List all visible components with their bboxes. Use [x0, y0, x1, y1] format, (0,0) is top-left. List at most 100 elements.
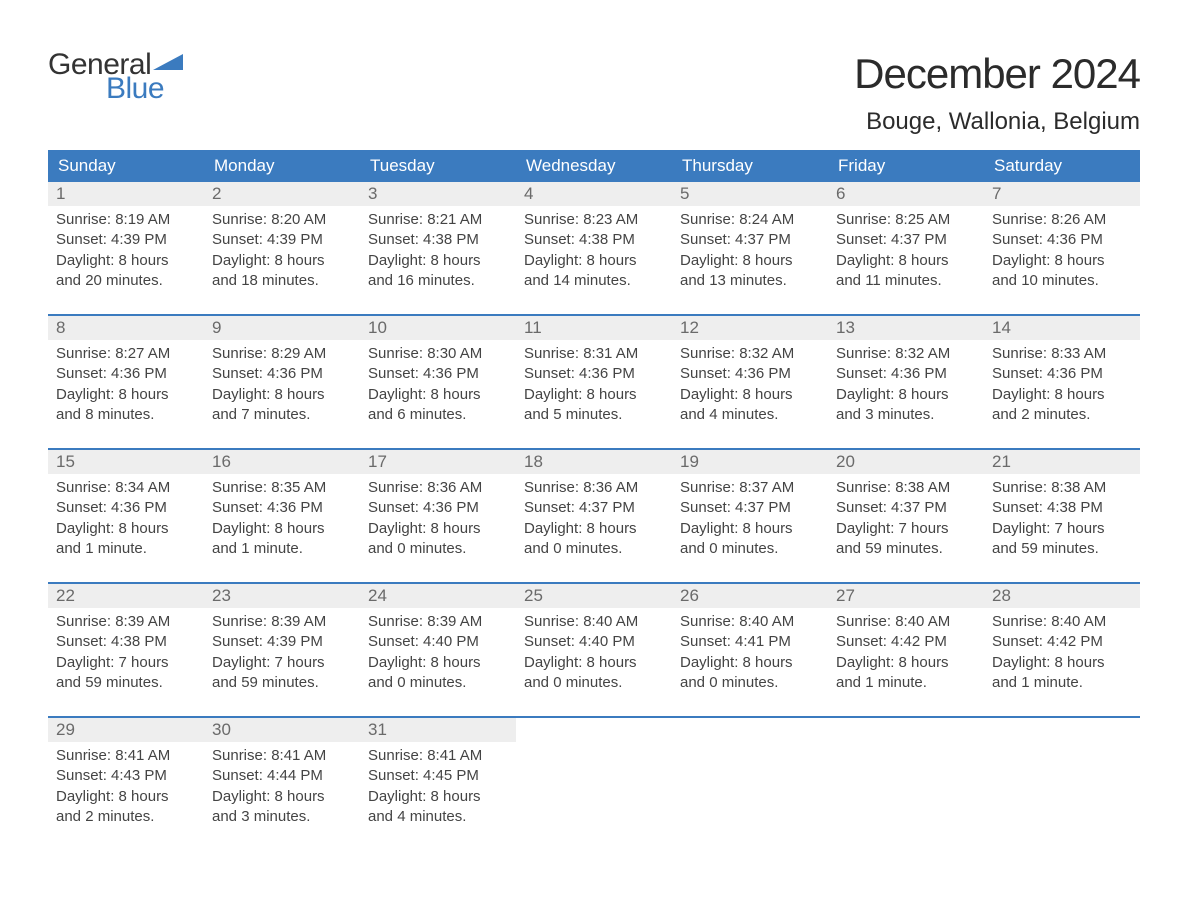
day-line-d2: and 3 minutes.: [212, 807, 352, 827]
day-body: Sunrise: 8:25 AMSunset: 4:37 PMDaylight:…: [828, 206, 984, 297]
day-body: Sunrise: 8:32 AMSunset: 4:36 PMDaylight:…: [672, 340, 828, 431]
day-cell: 11Sunrise: 8:31 AMSunset: 4:36 PMDayligh…: [516, 316, 672, 434]
day-line-ss: Sunset: 4:36 PM: [56, 364, 196, 384]
day-cell: 31Sunrise: 8:41 AMSunset: 4:45 PMDayligh…: [360, 718, 516, 836]
day-line-d1: Daylight: 8 hours: [368, 385, 508, 405]
day-line-d1: Daylight: 8 hours: [212, 251, 352, 271]
day-line-ss: Sunset: 4:38 PM: [368, 230, 508, 250]
day-line-d2: and 6 minutes.: [368, 405, 508, 425]
day-number: 10: [360, 316, 516, 340]
day-line-ss: Sunset: 4:36 PM: [368, 498, 508, 518]
day-line-d1: Daylight: 7 hours: [836, 519, 976, 539]
day-body: Sunrise: 8:29 AMSunset: 4:36 PMDaylight:…: [204, 340, 360, 431]
day-line-sr: Sunrise: 8:41 AM: [368, 746, 508, 766]
day-body: Sunrise: 8:36 AMSunset: 4:36 PMDaylight:…: [360, 474, 516, 565]
day-line-ss: Sunset: 4:38 PM: [524, 230, 664, 250]
day-line-d1: Daylight: 8 hours: [56, 519, 196, 539]
day-line-sr: Sunrise: 8:31 AM: [524, 344, 664, 364]
day-number: 17: [360, 450, 516, 474]
day-line-d2: and 8 minutes.: [56, 405, 196, 425]
day-line-ss: Sunset: 4:43 PM: [56, 766, 196, 786]
day-cell: [672, 718, 828, 836]
day-number: 8: [48, 316, 204, 340]
day-line-d2: and 11 minutes.: [836, 271, 976, 291]
dayname-sun: Sunday: [48, 150, 204, 182]
day-cell: 23Sunrise: 8:39 AMSunset: 4:39 PMDayligh…: [204, 584, 360, 702]
day-line-ss: Sunset: 4:36 PM: [836, 364, 976, 384]
day-line-d2: and 0 minutes.: [368, 673, 508, 693]
week-row: 8Sunrise: 8:27 AMSunset: 4:36 PMDaylight…: [48, 314, 1140, 434]
title-block: December 2024 Bouge, Wallonia, Belgium: [854, 50, 1140, 136]
day-line-d2: and 5 minutes.: [524, 405, 664, 425]
day-cell: 14Sunrise: 8:33 AMSunset: 4:36 PMDayligh…: [984, 316, 1140, 434]
day-number: 3: [360, 182, 516, 206]
day-line-sr: Sunrise: 8:37 AM: [680, 478, 820, 498]
day-line-d2: and 59 minutes.: [836, 539, 976, 559]
day-number: 2: [204, 182, 360, 206]
day-line-d2: and 4 minutes.: [680, 405, 820, 425]
day-line-d2: and 16 minutes.: [368, 271, 508, 291]
day-line-ss: Sunset: 4:36 PM: [680, 364, 820, 384]
day-line-ss: Sunset: 4:36 PM: [368, 364, 508, 384]
day-body: Sunrise: 8:39 AMSunset: 4:40 PMDaylight:…: [360, 608, 516, 699]
day-line-sr: Sunrise: 8:39 AM: [368, 612, 508, 632]
day-number: 13: [828, 316, 984, 340]
day-line-d1: Daylight: 8 hours: [212, 385, 352, 405]
header: General Blue December 2024 Bouge, Wallon…: [48, 50, 1140, 136]
day-number: 30: [204, 718, 360, 742]
day-line-sr: Sunrise: 8:33 AM: [992, 344, 1132, 364]
day-cell: 24Sunrise: 8:39 AMSunset: 4:40 PMDayligh…: [360, 584, 516, 702]
day-line-d2: and 2 minutes.: [56, 807, 196, 827]
day-line-d1: Daylight: 8 hours: [992, 653, 1132, 673]
day-number: 31: [360, 718, 516, 742]
day-body: Sunrise: 8:34 AMSunset: 4:36 PMDaylight:…: [48, 474, 204, 565]
day-line-sr: Sunrise: 8:32 AM: [680, 344, 820, 364]
day-line-d1: Daylight: 8 hours: [836, 251, 976, 271]
day-number: 16: [204, 450, 360, 474]
day-line-d1: Daylight: 8 hours: [212, 787, 352, 807]
day-line-sr: Sunrise: 8:20 AM: [212, 210, 352, 230]
day-line-ss: Sunset: 4:36 PM: [212, 498, 352, 518]
day-line-d1: Daylight: 8 hours: [524, 251, 664, 271]
month-title: December 2024: [854, 50, 1140, 98]
day-line-d2: and 14 minutes.: [524, 271, 664, 291]
day-line-sr: Sunrise: 8:40 AM: [680, 612, 820, 632]
day-cell: 16Sunrise: 8:35 AMSunset: 4:36 PMDayligh…: [204, 450, 360, 568]
dayname-sat: Saturday: [984, 150, 1140, 182]
day-line-ss: Sunset: 4:38 PM: [992, 498, 1132, 518]
day-line-d2: and 59 minutes.: [212, 673, 352, 693]
day-line-d1: Daylight: 8 hours: [680, 385, 820, 405]
day-body: Sunrise: 8:36 AMSunset: 4:37 PMDaylight:…: [516, 474, 672, 565]
day-number: 26: [672, 584, 828, 608]
day-line-sr: Sunrise: 8:26 AM: [992, 210, 1132, 230]
day-line-d1: Daylight: 8 hours: [368, 519, 508, 539]
day-line-ss: Sunset: 4:37 PM: [680, 498, 820, 518]
day-line-d1: Daylight: 7 hours: [56, 653, 196, 673]
dayname-row: Sunday Monday Tuesday Wednesday Thursday…: [48, 150, 1140, 182]
day-line-d2: and 3 minutes.: [836, 405, 976, 425]
day-line-ss: Sunset: 4:37 PM: [836, 230, 976, 250]
day-cell: 3Sunrise: 8:21 AMSunset: 4:38 PMDaylight…: [360, 182, 516, 300]
day-line-d1: Daylight: 8 hours: [212, 519, 352, 539]
day-line-sr: Sunrise: 8:41 AM: [212, 746, 352, 766]
day-cell: 8Sunrise: 8:27 AMSunset: 4:36 PMDaylight…: [48, 316, 204, 434]
day-line-sr: Sunrise: 8:36 AM: [524, 478, 664, 498]
day-line-sr: Sunrise: 8:34 AM: [56, 478, 196, 498]
day-line-d1: Daylight: 8 hours: [680, 251, 820, 271]
day-line-d2: and 0 minutes.: [680, 539, 820, 559]
day-number: 5: [672, 182, 828, 206]
day-number: 20: [828, 450, 984, 474]
calendar: Sunday Monday Tuesday Wednesday Thursday…: [48, 150, 1140, 836]
day-line-d1: Daylight: 8 hours: [368, 653, 508, 673]
day-body: Sunrise: 8:38 AMSunset: 4:37 PMDaylight:…: [828, 474, 984, 565]
week-row: 22Sunrise: 8:39 AMSunset: 4:38 PMDayligh…: [48, 582, 1140, 702]
day-line-ss: Sunset: 4:41 PM: [680, 632, 820, 652]
day-body: Sunrise: 8:32 AMSunset: 4:36 PMDaylight:…: [828, 340, 984, 431]
day-line-d1: Daylight: 8 hours: [368, 251, 508, 271]
day-line-ss: Sunset: 4:39 PM: [56, 230, 196, 250]
day-line-sr: Sunrise: 8:32 AM: [836, 344, 976, 364]
day-number: 22: [48, 584, 204, 608]
day-line-d2: and 18 minutes.: [212, 271, 352, 291]
day-line-d1: Daylight: 8 hours: [992, 251, 1132, 271]
day-number: 28: [984, 584, 1140, 608]
